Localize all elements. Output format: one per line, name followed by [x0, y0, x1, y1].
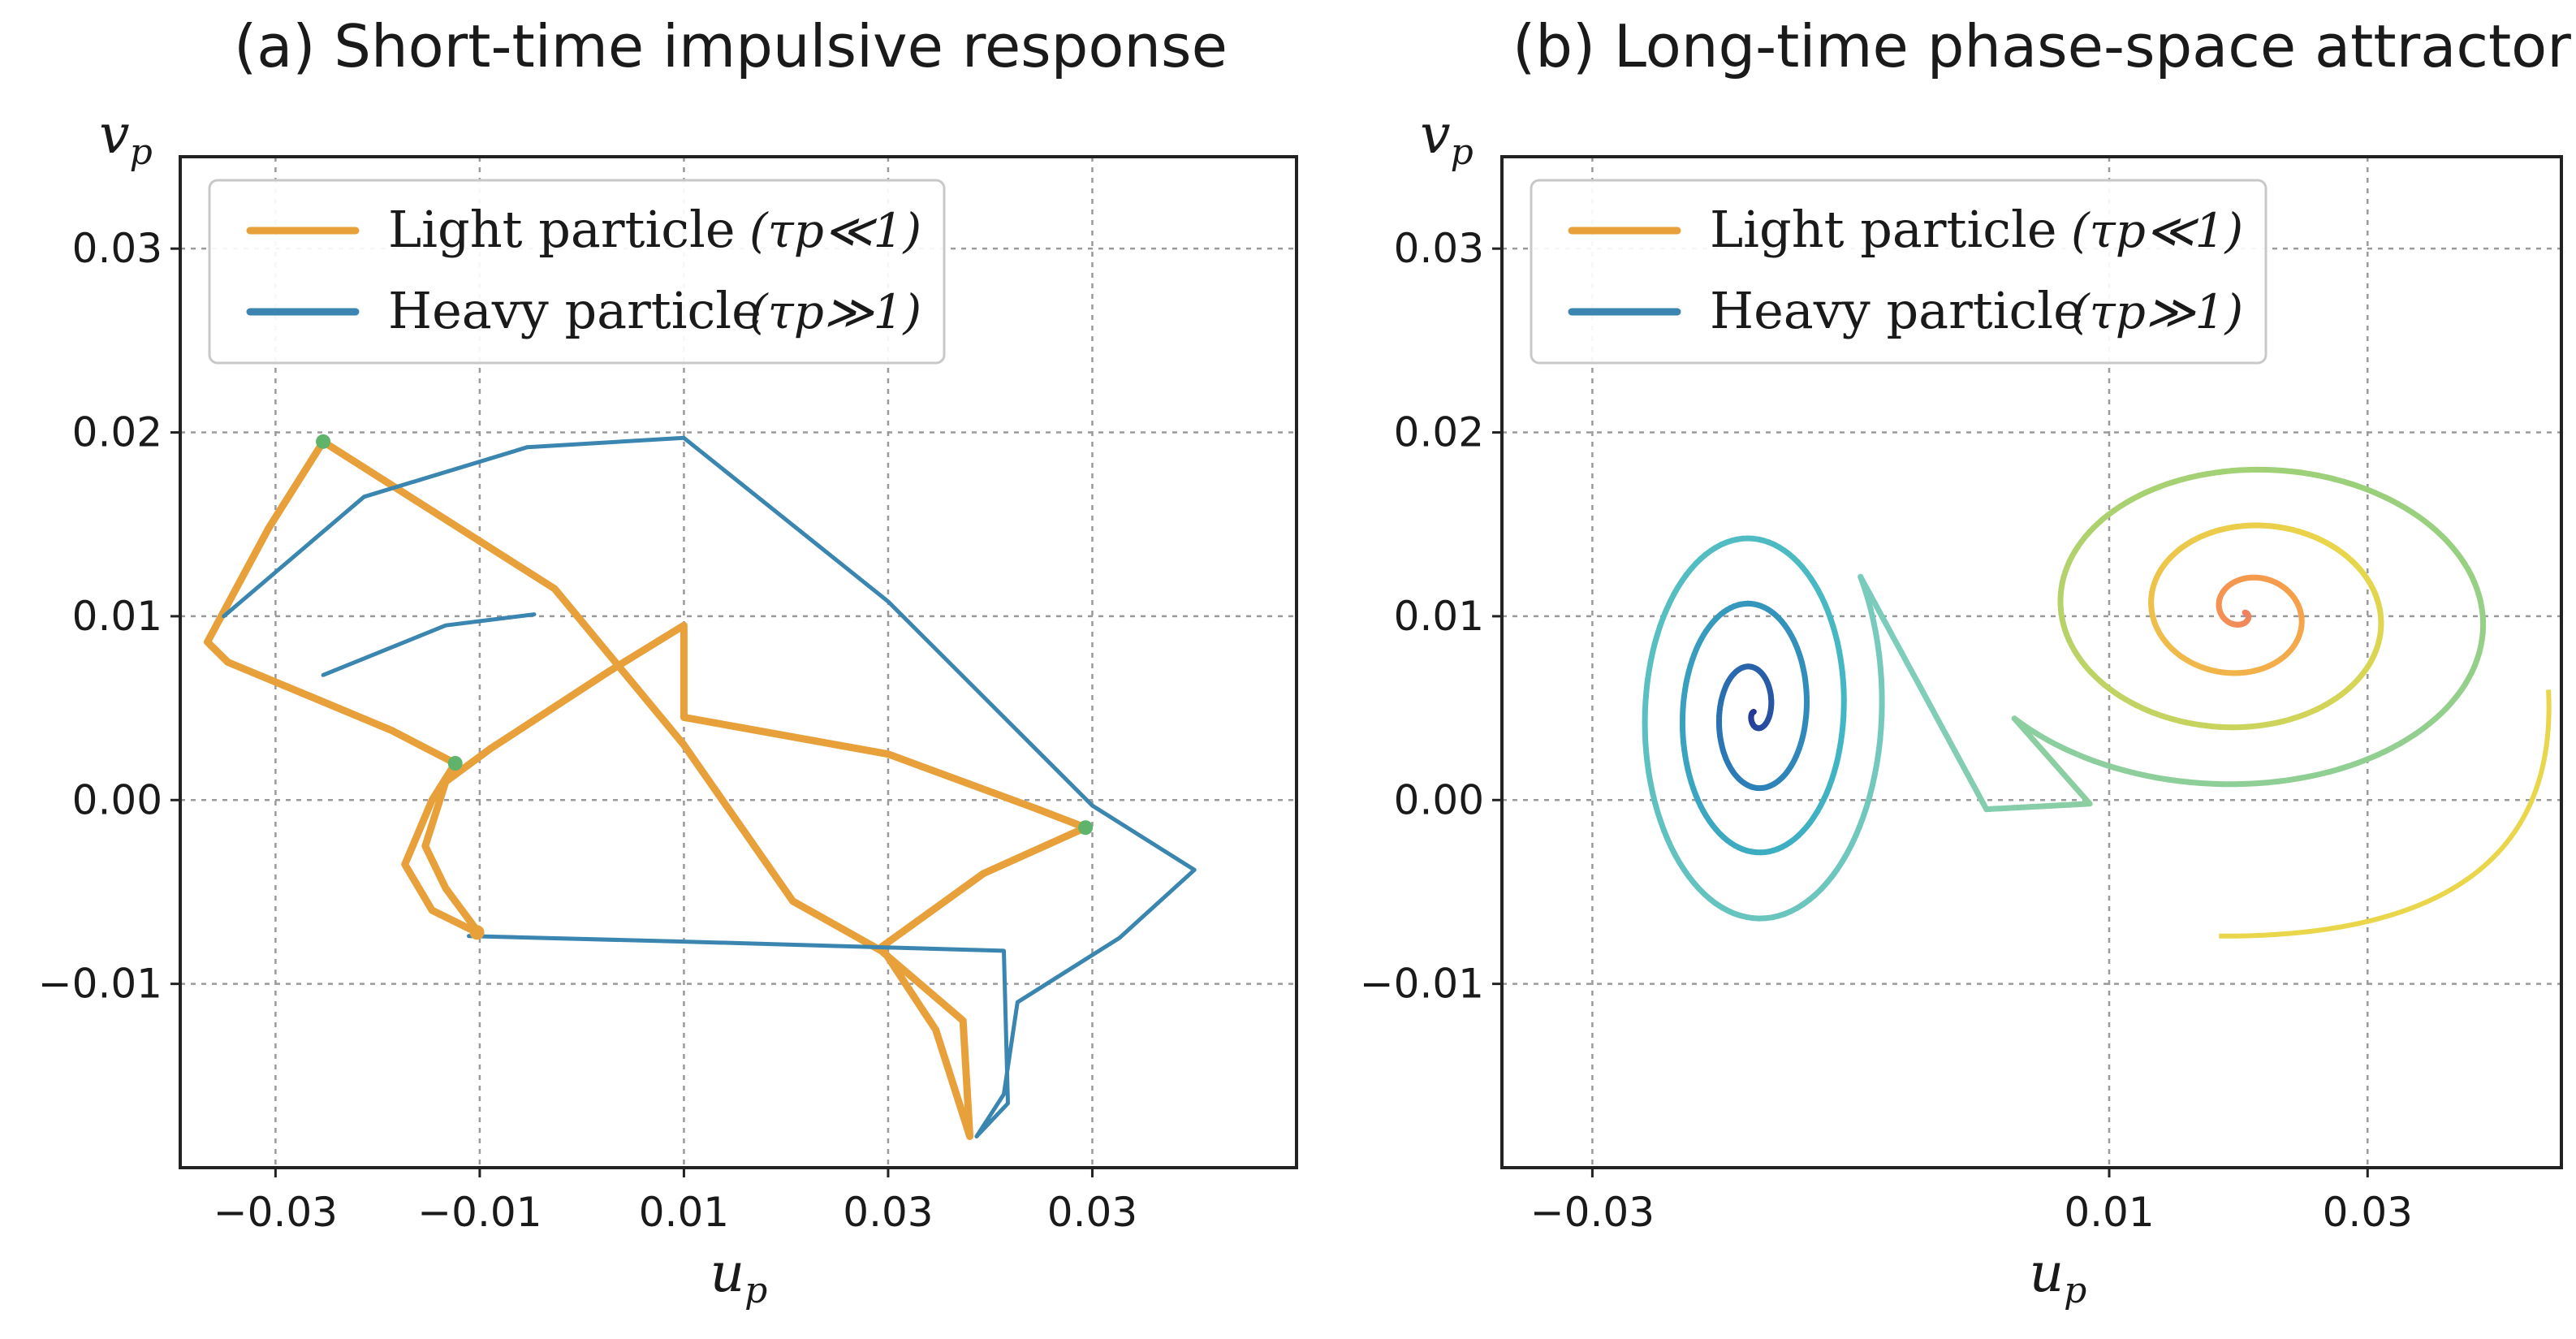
panel-a-ytick-label: 0.01 [72, 593, 162, 640]
panel-b-legend: Light particle (τp≪1) Heavy particle(τp≫1) [1530, 179, 2267, 365]
panel-a-ytick-label: 0.03 [72, 225, 162, 272]
panel-b-ytick-label: 0.00 [1394, 776, 1484, 823]
panel-a-xtick-label: 0.01 [639, 1189, 729, 1236]
panel-b-legend-box [1530, 179, 2267, 365]
panel-a-ylabel: vp [99, 103, 152, 173]
panel-b-series [1642, 466, 2552, 939]
panel-b-ytick-label: −0.01 [1360, 961, 1484, 1008]
panel-a-legend-math: (τp≪1) [749, 203, 921, 258]
panel-a-legend-label: Heavy particle [388, 281, 762, 340]
panel-a-legend-label: Light particle [388, 200, 736, 259]
panel-b-ylabel: vp [1420, 103, 1473, 173]
heavy-particle-line [321, 612, 537, 677]
panel-b-ticks: −0.03 0.01 0.03 0.03 0.02 0.01 0.00 −0.01 [1360, 225, 2413, 1236]
panel-b-plot: −0.03 0.01 0.03 0.03 0.02 0.01 0.00 −0.01 vp up… [1360, 103, 2563, 1311]
panel-a-xtick-label: 0.03 [843, 1189, 933, 1236]
panel-a-ytick-label: 0.02 [72, 409, 162, 456]
panel-a-xlabel: up [710, 1242, 768, 1311]
panel-a-grid [180, 157, 1297, 1168]
panel-a-series [204, 434, 1197, 1140]
attractor-tail [2219, 689, 2552, 939]
panel-a-legend-box [208, 179, 946, 365]
panel-a-legend-math: (τp≫1) [749, 284, 921, 339]
panel-b-legend-math: (τp≪1) [2071, 203, 2243, 258]
panel-a-title: (a) Short-time impulsive response [234, 12, 1228, 80]
panel-a-plot: −0.03 −0.01 0.01 0.03 0.03 0.03 0.02 0.01 0.00 −0… [38, 103, 1298, 1311]
panel-b-xtick-label: 0.01 [2064, 1189, 2154, 1236]
kink-marker [1078, 820, 1094, 836]
heavy-particle-line [222, 435, 1197, 1138]
panel-a-legend: Light particle (τp≪1) Heavy particle(τp≫1) [208, 179, 946, 365]
panel-b-legend-label: Heavy particle [1710, 281, 2083, 340]
kink-marker [447, 756, 463, 771]
kink-marker [316, 434, 331, 449]
panel-a-ticks: −0.03 −0.01 0.01 0.03 0.03 0.03 0.02 0.01 0.00 −0… [38, 225, 1137, 1236]
attractor-trajectory-segment [2011, 715, 2093, 807]
panel-b-xtick-label: −0.03 [1530, 1189, 1655, 1236]
panel-a-xtick-label: −0.01 [417, 1189, 542, 1236]
light-particle-line [204, 438, 1090, 1140]
panel-b-xlabel: up [2030, 1242, 2087, 1311]
panel-b-ytick-label: 0.01 [1394, 593, 1484, 640]
panel-b-xtick-label: 0.03 [2323, 1189, 2413, 1236]
panel-b-frame [1500, 155, 2563, 1169]
panel-a-xtick-label: 0.03 [1047, 1189, 1137, 1236]
panel-b-legend-math: (τp≫1) [2071, 284, 2243, 339]
panel-a-ytick-label: −0.01 [38, 961, 162, 1008]
panel-a-frame [179, 155, 1298, 1169]
panel-a-ytick-label: 0.00 [72, 776, 162, 823]
panel-b-legend-label: Light particle [1710, 200, 2057, 259]
panel-b-ytick-label: 0.03 [1394, 225, 1484, 272]
panel-b-ytick-label: 0.02 [1394, 409, 1484, 456]
panel-b-title: (b) Long-time phase-space attractor [1512, 12, 2571, 80]
panel-a-xtick-label: −0.03 [214, 1189, 338, 1236]
kink-marker [469, 925, 485, 940]
